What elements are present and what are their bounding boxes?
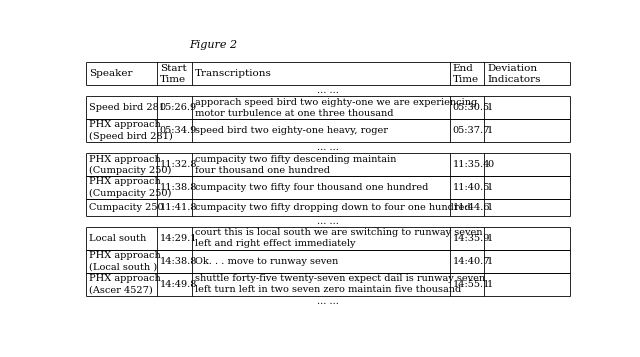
Text: ... ...: ... ... xyxy=(317,86,339,95)
Text: Figure 2: Figure 2 xyxy=(189,40,237,50)
Text: 05:34.9: 05:34.9 xyxy=(160,126,197,135)
Text: cumpacity two fifty dropping down to four one hundred: cumpacity two fifty dropping down to fou… xyxy=(195,203,470,212)
Text: cumpacity two fifty descending maintain
four thousand one hundred: cumpacity two fifty descending maintain … xyxy=(195,155,396,175)
Text: 14:40.7: 14:40.7 xyxy=(452,257,490,266)
Text: Speaker: Speaker xyxy=(89,69,132,78)
Text: PHX approach
(Speed bird 281): PHX approach (Speed bird 281) xyxy=(89,120,173,141)
Text: 05:37.7: 05:37.7 xyxy=(452,126,490,135)
Text: 11:32.8: 11:32.8 xyxy=(160,160,197,169)
Text: 05:30.5: 05:30.5 xyxy=(452,103,490,112)
Text: PHX approach
(Ascer 4527): PHX approach (Ascer 4527) xyxy=(89,274,161,294)
Text: court this is local south we are switching to runway seven
left and right effect: court this is local south we are switchi… xyxy=(195,228,482,248)
Text: ... ...: ... ... xyxy=(317,297,339,306)
Text: Speed bird 281: Speed bird 281 xyxy=(89,103,165,112)
Text: End
Time: End Time xyxy=(452,64,479,84)
Text: 14:49.8: 14:49.8 xyxy=(160,280,197,289)
Text: Ok. . . move to runway seven: Ok. . . move to runway seven xyxy=(195,257,338,266)
Text: 0: 0 xyxy=(487,160,493,169)
Text: ... ...: ... ... xyxy=(317,143,339,152)
Text: 11:44.6: 11:44.6 xyxy=(452,203,490,212)
Text: 11:41.8: 11:41.8 xyxy=(160,203,197,212)
Text: Start
Time: Start Time xyxy=(160,64,187,84)
Text: 05:26.9: 05:26.9 xyxy=(160,103,197,112)
Text: PHX approach
(Cumpacity 250): PHX approach (Cumpacity 250) xyxy=(89,177,172,198)
Text: 14:29.1: 14:29.1 xyxy=(160,234,197,243)
Text: apporach speed bird two eighty-one we are experiencing
motor turbulence at one t: apporach speed bird two eighty-one we ar… xyxy=(195,97,477,118)
Text: Deviation
Indicators: Deviation Indicators xyxy=(487,64,541,84)
Text: 14:55.1: 14:55.1 xyxy=(452,280,490,289)
Text: 1: 1 xyxy=(487,280,493,289)
Text: Transcriptions: Transcriptions xyxy=(195,69,271,78)
Text: 14:35.9: 14:35.9 xyxy=(452,234,490,243)
Text: 1: 1 xyxy=(487,126,493,135)
Text: ... ...: ... ... xyxy=(317,217,339,226)
Text: PHX approach
(Local south ): PHX approach (Local south ) xyxy=(89,251,161,271)
Text: 1: 1 xyxy=(487,103,493,112)
Text: 11:38.8: 11:38.8 xyxy=(160,183,197,192)
Text: PHX approach
(Cumpacity 250): PHX approach (Cumpacity 250) xyxy=(89,155,172,175)
Text: shuttle forty-five twenty-seven expect dail is runway seven
left turn left in tw: shuttle forty-five twenty-seven expect d… xyxy=(195,274,484,294)
Text: 11:35.4: 11:35.4 xyxy=(452,160,490,169)
Text: Local south: Local south xyxy=(89,234,146,243)
Text: 1: 1 xyxy=(487,234,493,243)
Text: 1: 1 xyxy=(487,183,493,192)
Text: 14:38.8: 14:38.8 xyxy=(160,257,197,266)
Text: cumpacity two fifty four thousand one hundred: cumpacity two fifty four thousand one hu… xyxy=(195,183,428,192)
Text: 11:40.5: 11:40.5 xyxy=(452,183,490,192)
Text: 1: 1 xyxy=(487,203,493,212)
Text: 1: 1 xyxy=(487,257,493,266)
Text: Cumpacity 250: Cumpacity 250 xyxy=(89,203,164,212)
Text: speed bird two eighty-one heavy, roger: speed bird two eighty-one heavy, roger xyxy=(195,126,388,135)
